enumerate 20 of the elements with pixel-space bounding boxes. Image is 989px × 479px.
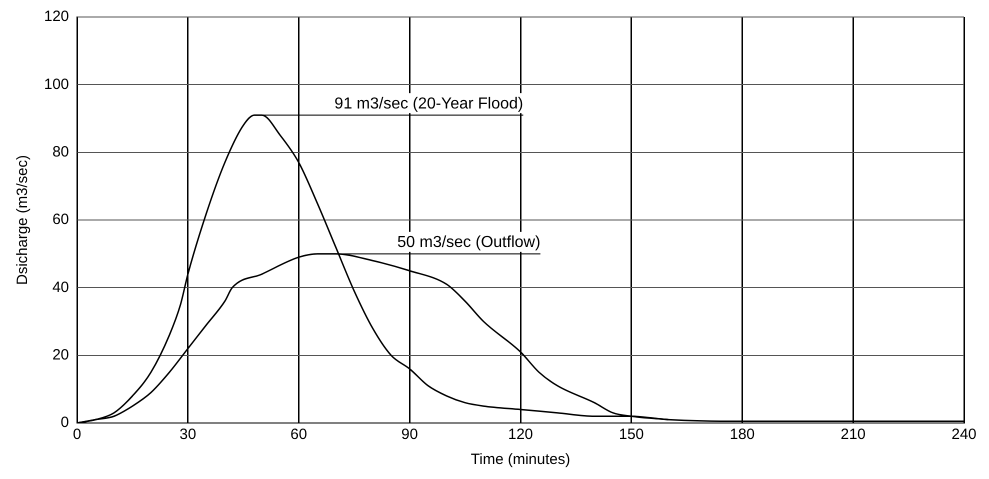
y-tick-label: 60 [52, 211, 70, 228]
y-tick-label: 80 [52, 143, 70, 160]
annotation: 91 m3/sec (20-Year Flood) [334, 96, 524, 113]
x-tick-label: 210 [840, 426, 866, 444]
y-tick-label: 0 [60, 414, 70, 432]
x-tick-label: 150 [618, 426, 644, 444]
x-axis-title: Time (minutes) [470, 451, 570, 468]
y-tick-label: 40 [52, 278, 70, 296]
y-tick-label: 20 [52, 346, 70, 364]
x-tick-label: 0 [72, 426, 82, 444]
annotation: 50 m3/sec (Outflow) [397, 234, 540, 252]
x-tick-label: 120 [508, 426, 534, 444]
x-tick-label: 90 [401, 426, 418, 444]
x-tick-label: 240 [951, 426, 977, 444]
y-axis-title: Dsicharge (m3/sec) [14, 154, 32, 286]
y-tick-label: 120 [44, 8, 70, 26]
y-tick-label: 100 [44, 76, 70, 93]
x-tick-label: 30 [180, 426, 196, 444]
x-tick-label: 60 [290, 426, 308, 444]
x-tick-label: 180 [730, 426, 755, 444]
